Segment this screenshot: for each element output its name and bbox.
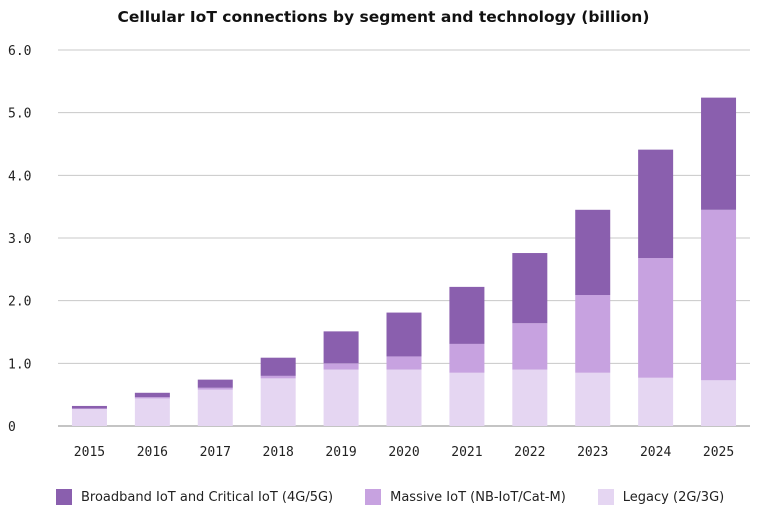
chart-title: Cellular IoT connections by segment and … bbox=[117, 8, 650, 26]
legend-label-massive: Massive IoT (NB-IoT/Cat-M) bbox=[390, 489, 566, 505]
legend-item-broadband: Broadband IoT and Critical IoT (4G/5G) bbox=[56, 489, 333, 505]
bar-segment-broadband bbox=[638, 149, 674, 259]
bar-segment-legacy bbox=[701, 380, 737, 426]
bar-segment-legacy bbox=[449, 372, 485, 426]
bar-segment-legacy bbox=[134, 398, 170, 426]
bar-segment-legacy bbox=[323, 369, 359, 426]
bar-segment-massive bbox=[701, 209, 737, 381]
bar-segment-broadband bbox=[449, 286, 485, 344]
bar-segment-legacy bbox=[260, 378, 296, 426]
bar-segment-massive bbox=[197, 387, 233, 390]
bar-segment-massive bbox=[575, 295, 611, 373]
y-tick-label: 0 bbox=[8, 420, 16, 435]
bar-segment-legacy bbox=[386, 369, 422, 426]
y-tick-label: 3.0 bbox=[8, 232, 31, 247]
bar-segment-massive bbox=[512, 323, 548, 370]
legend-item-legacy: Legacy (2G/3G) bbox=[597, 489, 725, 505]
bar-segment-broadband bbox=[260, 357, 296, 376]
bar-segment-broadband bbox=[197, 379, 233, 388]
x-tick-label: 2020 bbox=[388, 445, 419, 460]
bar-segment-massive bbox=[449, 343, 485, 373]
legend-swatch-legacy bbox=[597, 489, 614, 505]
bar-segment-legacy bbox=[197, 389, 233, 426]
chart-plot: 0 1.0 2.0 3.0 4.0 5.0 6.0 2015 2016 2017 2018 2019 2… bbox=[8, 44, 750, 460]
y-tick-label: 6.0 bbox=[8, 44, 31, 59]
bar-segment-massive bbox=[386, 356, 422, 370]
bar-segment-broadband bbox=[701, 97, 737, 210]
legend-label-legacy: Legacy (2G/3G) bbox=[622, 489, 725, 505]
bar-segment-legacy bbox=[512, 369, 548, 426]
x-tick-label: 2019 bbox=[325, 445, 356, 460]
bar-segment-massive bbox=[71, 408, 107, 410]
legend-label-broadband: Broadband IoT and Critical IoT (4G/5G) bbox=[81, 489, 334, 505]
bar-segment-broadband bbox=[71, 405, 107, 409]
bar-segment-legacy bbox=[575, 372, 611, 426]
bar-segment-massive bbox=[134, 397, 170, 399]
x-tick-label: 2017 bbox=[200, 445, 231, 460]
legend-item-massive: Massive IoT (NB-IoT/Cat-M) bbox=[365, 489, 566, 505]
bar-segment-massive bbox=[323, 363, 359, 370]
bar-segment-legacy bbox=[638, 377, 674, 426]
x-tick-label: 2015 bbox=[74, 445, 105, 460]
bar-segment-broadband bbox=[512, 253, 548, 324]
y-tick-label: 1.0 bbox=[8, 357, 31, 372]
legend: Broadband IoT and Critical IoT (4G/5G) M… bbox=[56, 489, 756, 505]
bar-segment-massive bbox=[638, 258, 674, 378]
y-tick-label: 2.0 bbox=[8, 295, 31, 310]
x-tick-label: 2023 bbox=[577, 445, 608, 460]
x-tick-label: 2024 bbox=[640, 445, 671, 460]
bar-segment-massive bbox=[260, 375, 296, 379]
legend-swatch-broadband bbox=[56, 489, 72, 505]
x-tick-label: 2016 bbox=[137, 445, 168, 460]
bar-segment-broadband bbox=[575, 209, 611, 296]
x-tick-label: 2025 bbox=[703, 445, 734, 460]
x-tick-label: 2022 bbox=[514, 445, 545, 460]
bar-segment-broadband bbox=[134, 392, 170, 398]
legend-swatch-massive bbox=[365, 489, 382, 505]
x-tick-label: 2021 bbox=[451, 445, 482, 460]
y-tick-label: 4.0 bbox=[8, 169, 31, 184]
bar-segment-legacy bbox=[71, 409, 107, 426]
bar-segment-broadband bbox=[323, 331, 359, 364]
y-tick-label: 5.0 bbox=[8, 107, 31, 122]
x-tick-label: 2018 bbox=[263, 445, 294, 460]
bar-segment-broadband bbox=[386, 312, 422, 357]
